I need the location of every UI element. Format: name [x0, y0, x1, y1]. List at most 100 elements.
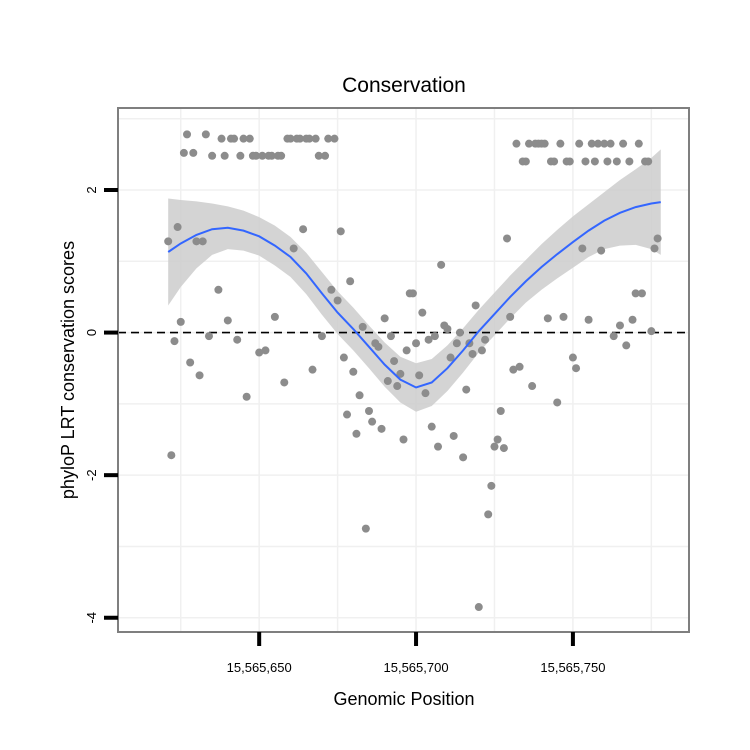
data-point	[311, 134, 320, 143]
data-point	[606, 139, 615, 148]
data-point	[578, 244, 587, 253]
data-point	[637, 289, 646, 298]
x-tick-label: 15,565,650	[227, 660, 292, 675]
data-point	[540, 139, 549, 148]
data-point	[343, 410, 352, 419]
data-point	[327, 285, 336, 294]
data-point	[167, 451, 176, 460]
data-point	[208, 151, 217, 160]
data-point	[603, 157, 612, 166]
data-point	[434, 442, 443, 451]
data-point	[524, 139, 533, 148]
confidence-band	[168, 149, 661, 412]
data-point	[170, 337, 179, 346]
data-point	[308, 365, 317, 374]
data-point	[484, 510, 493, 519]
data-point	[493, 435, 502, 444]
data-point	[286, 134, 295, 143]
data-point	[261, 346, 270, 355]
data-point	[173, 223, 182, 232]
data-point	[233, 335, 242, 344]
data-point	[503, 234, 512, 243]
data-point	[267, 151, 276, 160]
data-point	[644, 157, 653, 166]
data-point	[647, 327, 656, 336]
data-point	[270, 312, 279, 321]
data-point	[355, 391, 364, 400]
data-point	[374, 342, 383, 351]
data-point	[195, 371, 204, 380]
data-point	[550, 157, 559, 166]
data-point	[415, 371, 424, 380]
confidence-band-area	[168, 149, 661, 412]
data-point	[314, 151, 323, 160]
data-point	[499, 444, 508, 453]
data-point	[280, 378, 289, 387]
data-point	[402, 346, 411, 355]
data-point	[597, 246, 606, 255]
data-point	[481, 335, 490, 344]
data-point	[543, 314, 552, 323]
data-point	[277, 151, 286, 160]
data-point	[418, 308, 427, 317]
data-point	[474, 603, 483, 612]
data-point	[230, 134, 239, 143]
data-point	[245, 134, 254, 143]
data-point	[427, 422, 436, 431]
data-point	[509, 365, 518, 374]
data-point	[214, 285, 223, 294]
data-point	[368, 417, 377, 426]
data-point	[204, 332, 213, 341]
data-point	[358, 322, 367, 331]
smooth-curve	[167, 201, 661, 389]
data-point	[239, 134, 248, 143]
data-point	[528, 382, 537, 391]
data-point	[628, 315, 637, 324]
data-point	[242, 392, 251, 401]
data-point	[305, 134, 314, 143]
data-point	[600, 139, 609, 148]
data-point	[192, 237, 201, 246]
data-point	[521, 157, 530, 166]
data-point	[559, 312, 568, 321]
data-point	[449, 431, 458, 440]
y-tick-label: -4	[84, 612, 99, 624]
data-point	[220, 151, 229, 160]
data-point	[252, 151, 261, 160]
x-tick-label: 15,565,750	[540, 660, 605, 675]
data-point	[631, 289, 640, 298]
data-point	[625, 157, 634, 166]
data-point	[556, 139, 565, 148]
data-point	[164, 237, 173, 246]
x-axis-label: Genomic Position	[333, 689, 474, 709]
data-point	[446, 353, 455, 362]
data-point	[352, 429, 361, 438]
data-point	[408, 289, 417, 298]
data-point	[317, 332, 326, 341]
y-tick-label: -2	[84, 469, 99, 481]
data-point	[437, 260, 446, 269]
data-point	[377, 424, 386, 433]
data-point	[236, 151, 245, 160]
data-point	[452, 339, 461, 348]
data-point	[594, 139, 603, 148]
data-point	[393, 382, 402, 391]
plot-frame	[117, 107, 690, 633]
data-point	[333, 296, 342, 305]
data-point	[468, 349, 477, 358]
data-point	[186, 358, 195, 367]
data-point	[424, 335, 433, 344]
data-point	[553, 398, 562, 407]
data-point	[349, 367, 358, 376]
data-point	[443, 325, 452, 334]
chart-title: Conservation	[342, 74, 466, 97]
data-point	[587, 139, 596, 148]
data-point	[421, 389, 430, 398]
data-point	[361, 524, 370, 533]
data-point	[324, 134, 333, 143]
data-point	[634, 139, 643, 148]
y-tick-label: 0	[84, 329, 99, 336]
data-point	[346, 277, 355, 286]
data-point	[615, 321, 624, 330]
